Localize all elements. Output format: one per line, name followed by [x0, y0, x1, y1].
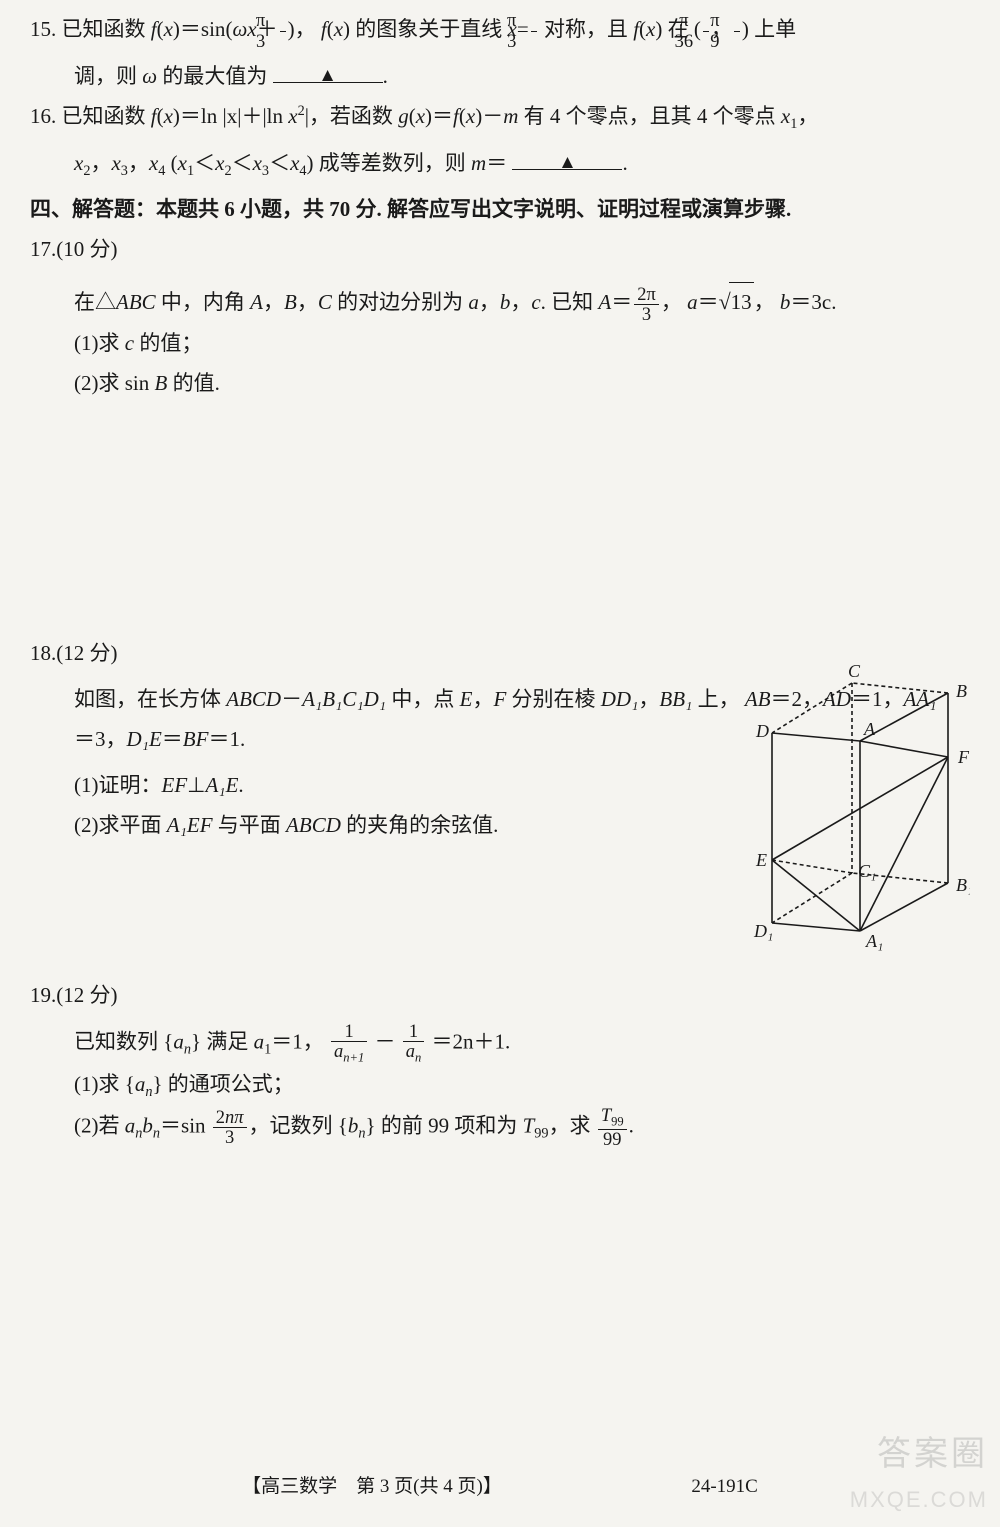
q16-blank: ▲	[512, 144, 622, 170]
question-16: 16. 已知函数 f(x)＝ln |x|＋|ln x2|，若函数 g(x)＝f(…	[30, 97, 970, 138]
cuboid-diagram: D A C B D₁ A₁ C₁ B₁ E F	[750, 665, 970, 955]
svg-text:E: E	[755, 850, 767, 870]
watermark-text: 答案圈	[877, 1422, 988, 1487]
q15-line2: 调，则 ω 的最大值为 ▲.	[30, 57, 970, 97]
svg-text:D₁: D₁	[753, 921, 773, 941]
q16-num: 16.	[30, 104, 56, 128]
q17-line1: 在△ABC 中，内角 A，B，C 的对边分别为 a，b，c. 已知 A＝2π3，…	[30, 281, 970, 324]
exam-page: 15. 已知函数 f(x)＝sin(ωx＋π3)， f(x) 的图象关于直线 x…	[0, 0, 1000, 1527]
q19-part2: (2)若 anbn＝sin 2nπ3，记数列 {bn} 的前 99 项和为 T9…	[30, 1106, 970, 1149]
svg-text:A₁: A₁	[865, 931, 883, 951]
q19-line1: 已知数列 {an} 满足 a1＝1， 1an+1 － 1an ＝2n＋1.	[30, 1022, 970, 1065]
q17-part1: (1)求 c 的值；	[30, 324, 970, 364]
svg-text:F: F	[957, 747, 970, 767]
q17-part2: (2)求 sin B 的值.	[30, 364, 970, 404]
q15-num: 15.	[30, 17, 56, 41]
question-15: 15. 已知函数 f(x)＝sin(ωx＋π3)， f(x) 的图象关于直线 x…	[30, 10, 970, 51]
section-4-heading: 四、解答题：本题共 6 小题，共 70 分. 解答应写出文字说明、证明过程或演算…	[30, 190, 970, 230]
q19-part1: (1)求 {an} 的通项公式；	[30, 1065, 970, 1106]
svg-text:B₁: B₁	[956, 875, 970, 895]
q16-line2: x2，x3，x4 (x1＜x2＜x3＜x4) 成等差数列，则 m＝ ▲.	[30, 144, 970, 185]
question-17: 17.(10 分)	[30, 230, 970, 270]
q17-num: 17.	[30, 237, 56, 261]
svg-text:C: C	[848, 665, 861, 681]
q18-num: 18.	[30, 641, 56, 665]
svg-text:D: D	[755, 721, 769, 741]
svg-text:C₁: C₁	[858, 861, 876, 881]
q15-blank: ▲	[273, 57, 383, 83]
svg-text:B: B	[956, 681, 967, 701]
watermark-url: MXQE.COM	[850, 1479, 988, 1521]
question-19: 19.(12 分)	[30, 976, 970, 1016]
q19-num: 19.	[30, 983, 56, 1007]
svg-text:A: A	[863, 719, 876, 739]
page-footer: 【高三数学 第 3 页(共 4 页)】 24-191C	[30, 1469, 970, 1505]
